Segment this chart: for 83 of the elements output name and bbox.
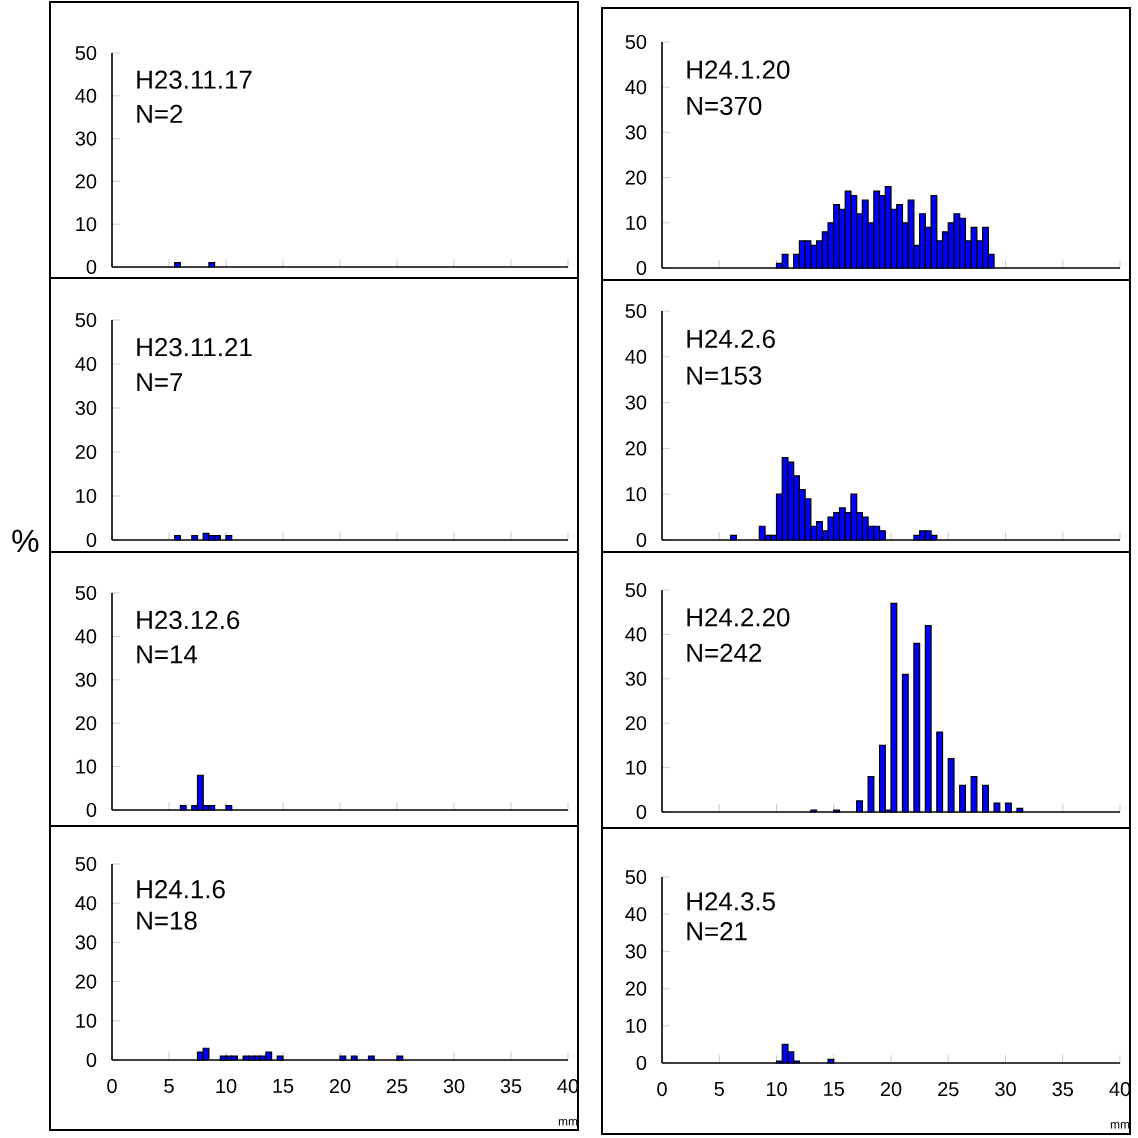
y-tick-label: 20 (625, 170, 647, 185)
y-tick-label: 20 (75, 174, 97, 189)
y-tick-label: 40 (75, 356, 97, 372)
y-tick-label: 10 (626, 760, 647, 775)
y-tick-label: 10 (76, 488, 97, 504)
y-tick-label: 50 (625, 582, 647, 598)
text: N=14 (137, 645, 198, 664)
text: N=2 (137, 104, 183, 123)
chart-title: H24.3.5 (687, 892, 776, 911)
y-axis-title: % (12, 529, 39, 553)
text: N=18 (137, 911, 197, 930)
y-tick-label: 20 (625, 981, 647, 996)
x-axis-title: mm (1110, 1122, 1130, 1129)
y-tick-label: 10 (76, 217, 97, 232)
text: N=153 (687, 366, 762, 385)
y-tick-label: 20 (75, 716, 97, 731)
x-tick-label: 25 (938, 1082, 959, 1097)
x-tick-label: 5 (714, 1082, 725, 1096)
text: H24.2.20 (687, 608, 790, 627)
y-tick-label: 20 (75, 444, 97, 460)
y-tick-label: 40 (625, 349, 647, 364)
y-tick-label: 20 (75, 974, 97, 989)
y-tick-label: 0 (636, 532, 647, 548)
y-tick-label: 10 (626, 487, 647, 502)
x-tick-label: 15 (824, 1082, 845, 1096)
y-tick-label: 30 (625, 671, 647, 686)
x-axis-title: mm (558, 1119, 578, 1126)
y-tick-label: 10 (626, 215, 647, 230)
y-tick-label: 0 (636, 804, 647, 820)
y-tick-label: 0 (86, 1052, 97, 1068)
text: H23.11.21 (137, 338, 252, 357)
y-tick-label: 30 (625, 395, 647, 410)
y-tick-label: 30 (75, 400, 97, 416)
chart-title: H24.1.6 (137, 880, 225, 899)
text: H24.2.6 (687, 329, 776, 349)
y-tick-label: 0 (86, 532, 97, 548)
y-tick-label: 20 (625, 716, 647, 731)
y-tick-label: 40 (625, 80, 647, 95)
y-tick-label: 30 (625, 125, 647, 140)
y-tick-label: 10 (626, 1018, 647, 1033)
y-tick-label: 40 (625, 627, 647, 642)
text: N=21 (687, 922, 747, 941)
text: N=7 (137, 373, 183, 392)
y-tick-label: 30 (625, 944, 647, 959)
y-tick-label: 0 (86, 259, 97, 275)
y-tick-label: 0 (636, 1055, 647, 1071)
x-tick-label: 5 (164, 1079, 174, 1093)
text: N=370 (687, 96, 762, 115)
text: H24.1.20 (687, 60, 790, 79)
x-tick-label: 25 (387, 1079, 408, 1094)
x-tick-label: 20 (330, 1079, 351, 1094)
y-tick-label: 10 (76, 1013, 97, 1028)
x-tick-label: 30 (995, 1082, 1016, 1097)
y-tick-label: 10 (76, 759, 97, 774)
y-tick-label: 50 (75, 45, 97, 61)
y-tick-label: 30 (75, 131, 97, 146)
y-tick-label: 50 (625, 303, 647, 319)
y-tick-label: 40 (75, 88, 97, 103)
y-tick-label: 0 (86, 802, 97, 818)
x-tick-label: 20 (881, 1082, 902, 1097)
y-tick-label: 30 (75, 935, 97, 950)
x-tick-label: 0 (657, 1082, 667, 1097)
y-tick-label: 40 (625, 907, 647, 922)
text: H23.11.17 (137, 70, 252, 89)
x-tick-label: 10 (216, 1079, 237, 1094)
x-tick-label: 30 (443, 1079, 465, 1094)
y-tick-label: 20 (625, 441, 647, 456)
x-tick-label: 0 (107, 1079, 117, 1094)
text: H23.12.6 (137, 610, 240, 630)
x-tick-label: 35 (500, 1079, 522, 1094)
y-tick-label: 40 (75, 896, 97, 911)
y-tick-label: 30 (75, 672, 97, 687)
x-tick-label: 15 (273, 1079, 294, 1093)
y-tick-label: 40 (75, 629, 97, 644)
text: N=242 (687, 643, 762, 662)
y-tick-label: 50 (625, 34, 647, 50)
y-tick-label: 50 (75, 312, 97, 328)
y-tick-label: 50 (75, 585, 97, 601)
x-tick-label: 35 (1052, 1082, 1074, 1097)
y-tick-label: 0 (636, 260, 647, 276)
y-tick-label: 50 (625, 869, 647, 885)
x-tick-label: 10 (767, 1082, 787, 1097)
y-tick-label: 50 (75, 856, 97, 872)
